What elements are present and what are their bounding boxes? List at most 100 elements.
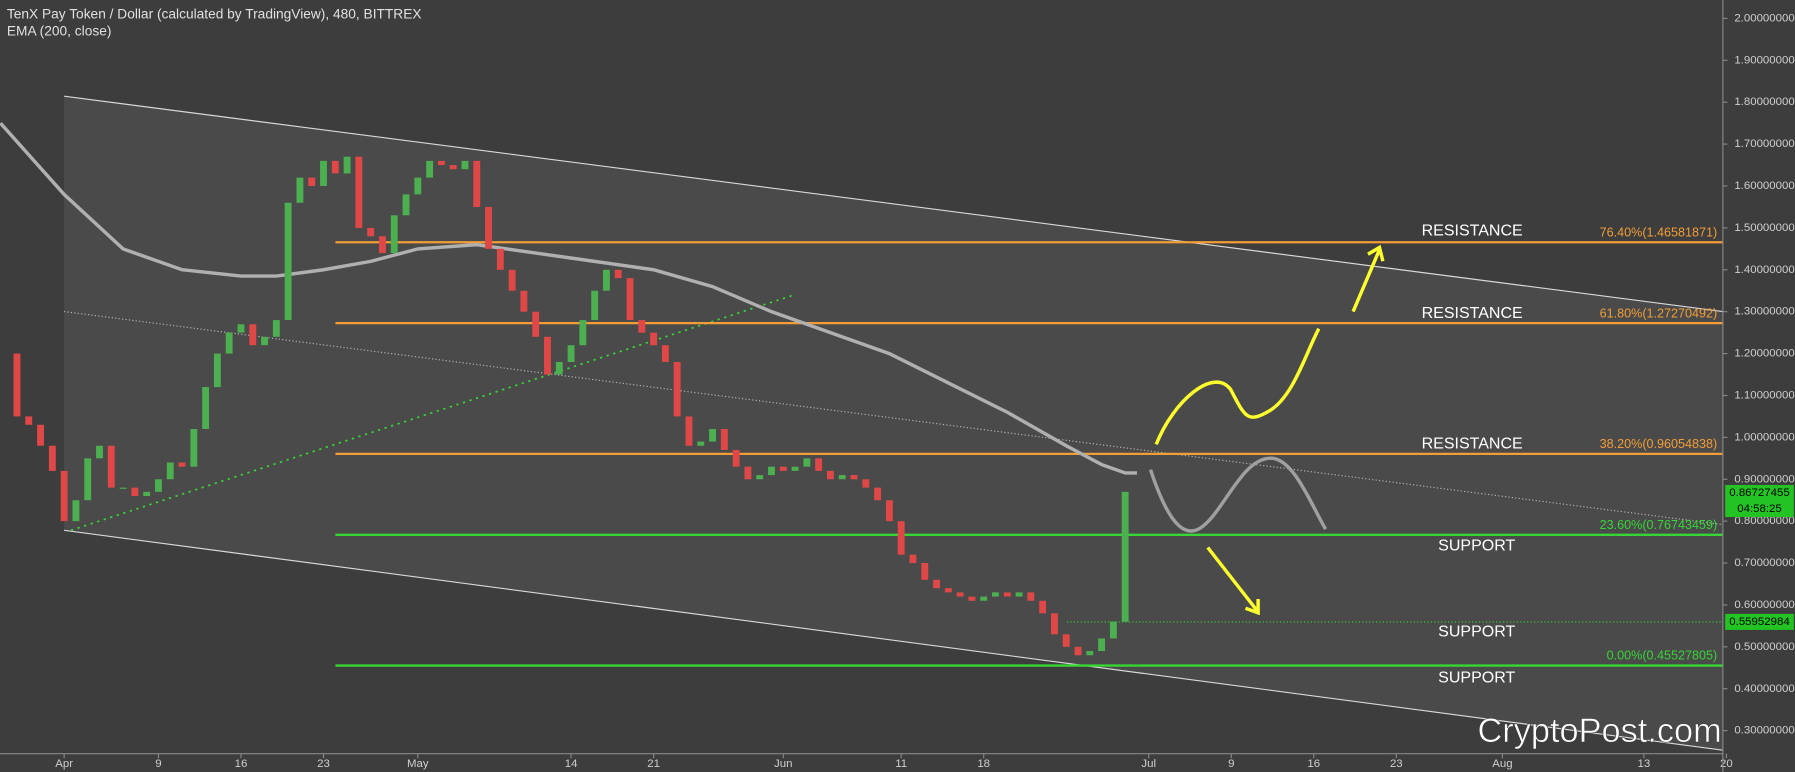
candle-body — [225, 332, 233, 354]
watermark: CryptoPost.com — [1478, 712, 1722, 750]
candle-body — [909, 554, 917, 564]
y-tick-label: 1.10000000 — [1734, 390, 1794, 402]
candle-body — [1098, 638, 1106, 652]
candle-body — [414, 177, 422, 195]
level-label: 61.80%(1.27270492) — [1600, 306, 1717, 320]
x-tick-label: 23 — [317, 758, 330, 770]
price-tag — [1725, 484, 1794, 501]
candle-body — [261, 336, 268, 346]
candle-body — [862, 479, 870, 488]
x-tick-label: 9 — [1228, 758, 1234, 770]
candle-body — [1109, 621, 1117, 639]
candle-body — [1074, 646, 1082, 656]
candle-body — [944, 588, 952, 593]
candle-body — [166, 462, 174, 480]
candle-body — [803, 458, 811, 467]
candle-body — [673, 361, 681, 417]
scenario-up — [1154, 327, 1321, 446]
annotation: RESISTANCE — [1422, 304, 1523, 322]
y-tick-label: 0.70000000 — [1734, 557, 1794, 569]
candle-body — [508, 269, 516, 291]
y-tick-label: 2.00000000 — [1734, 12, 1794, 24]
x-tick-label: 14 — [565, 758, 578, 770]
y-tick-label: 1.80000000 — [1734, 96, 1794, 108]
candle-body — [320, 160, 327, 187]
x-tick-label: 23 — [1390, 758, 1403, 770]
candle-body — [980, 596, 988, 601]
candle-body — [202, 387, 210, 429]
candle-body — [614, 269, 622, 279]
candle-body — [838, 475, 846, 480]
candle-body — [638, 320, 646, 333]
candle-body — [37, 424, 44, 446]
y-tick-label: 1.00000000 — [1734, 431, 1794, 443]
level-label: 76.40%(1.46581871) — [1600, 225, 1717, 239]
x-tick-label: 9 — [155, 758, 161, 770]
y-tick-label: 0.90000000 — [1734, 473, 1794, 485]
candle-body — [520, 290, 528, 312]
candle-body — [591, 290, 599, 321]
x-tick-label: Jun — [774, 758, 792, 770]
candle-body — [84, 458, 92, 501]
candle-body — [355, 156, 363, 228]
candle-body — [461, 160, 469, 170]
y-tick-label: 1.20000000 — [1734, 348, 1794, 360]
channel-area — [64, 96, 1723, 751]
candle-body — [1050, 613, 1058, 635]
candle-body — [25, 416, 33, 425]
y-tick-label: 1.40000000 — [1734, 264, 1794, 276]
candle-body — [96, 445, 103, 459]
candle-body — [331, 160, 339, 174]
candle-body — [732, 449, 740, 467]
candle-body — [544, 336, 551, 375]
candle-body — [532, 311, 540, 337]
x-tick-label: May — [407, 758, 429, 770]
candle-body — [296, 177, 304, 203]
candle-body — [48, 445, 56, 471]
annotation: SUPPORT — [1438, 622, 1515, 640]
ema-line — [0, 121, 1137, 475]
candle-body — [921, 563, 929, 580]
candle-body — [897, 521, 905, 555]
x-tick-label: 11 — [895, 758, 907, 770]
candle-body — [1062, 634, 1070, 647]
scenario-down-arrow — [1206, 546, 1260, 616]
candle-body — [367, 227, 375, 237]
annotation: SUPPORT — [1438, 537, 1515, 555]
x-tick-label: Apr — [55, 758, 73, 770]
countdown: 04:58:25 — [1737, 503, 1782, 515]
level-label: 0.00%(0.45527805) — [1607, 649, 1717, 663]
candle-body — [850, 475, 858, 480]
channel-mid — [64, 310, 1723, 526]
candle-body — [603, 269, 610, 291]
channel-upper — [64, 95, 1723, 313]
level-label: 23.60%(0.76743459) — [1600, 518, 1717, 532]
candle-body — [155, 479, 162, 492]
candle-body — [213, 353, 221, 388]
candle-body — [933, 579, 940, 589]
candle-body — [13, 353, 21, 417]
candle-body — [720, 428, 728, 450]
candle-body — [426, 160, 434, 178]
x-tick-label: Jul — [1141, 758, 1156, 770]
candle-body — [284, 202, 292, 321]
candle-body — [1121, 491, 1129, 622]
x-tick-label: 16 — [235, 758, 248, 770]
y-tick-label: 0.50000000 — [1734, 641, 1794, 653]
candle-body — [131, 487, 139, 497]
candle-body — [756, 475, 764, 480]
candle-body — [473, 160, 481, 207]
candle-body — [709, 428, 716, 442]
price-tag-label: 0.55952984 — [1729, 616, 1790, 628]
candle-body — [237, 324, 245, 333]
x-tick-label: 16 — [1307, 758, 1320, 770]
candle-body — [343, 156, 351, 174]
candle-body — [815, 458, 823, 471]
candle-body — [143, 491, 151, 497]
y-tick-label: 1.60000000 — [1734, 180, 1794, 192]
y-tick-label: 1.30000000 — [1734, 306, 1794, 318]
candle-body — [697, 441, 705, 446]
candle-body — [308, 177, 316, 187]
candle-body — [1039, 600, 1047, 614]
